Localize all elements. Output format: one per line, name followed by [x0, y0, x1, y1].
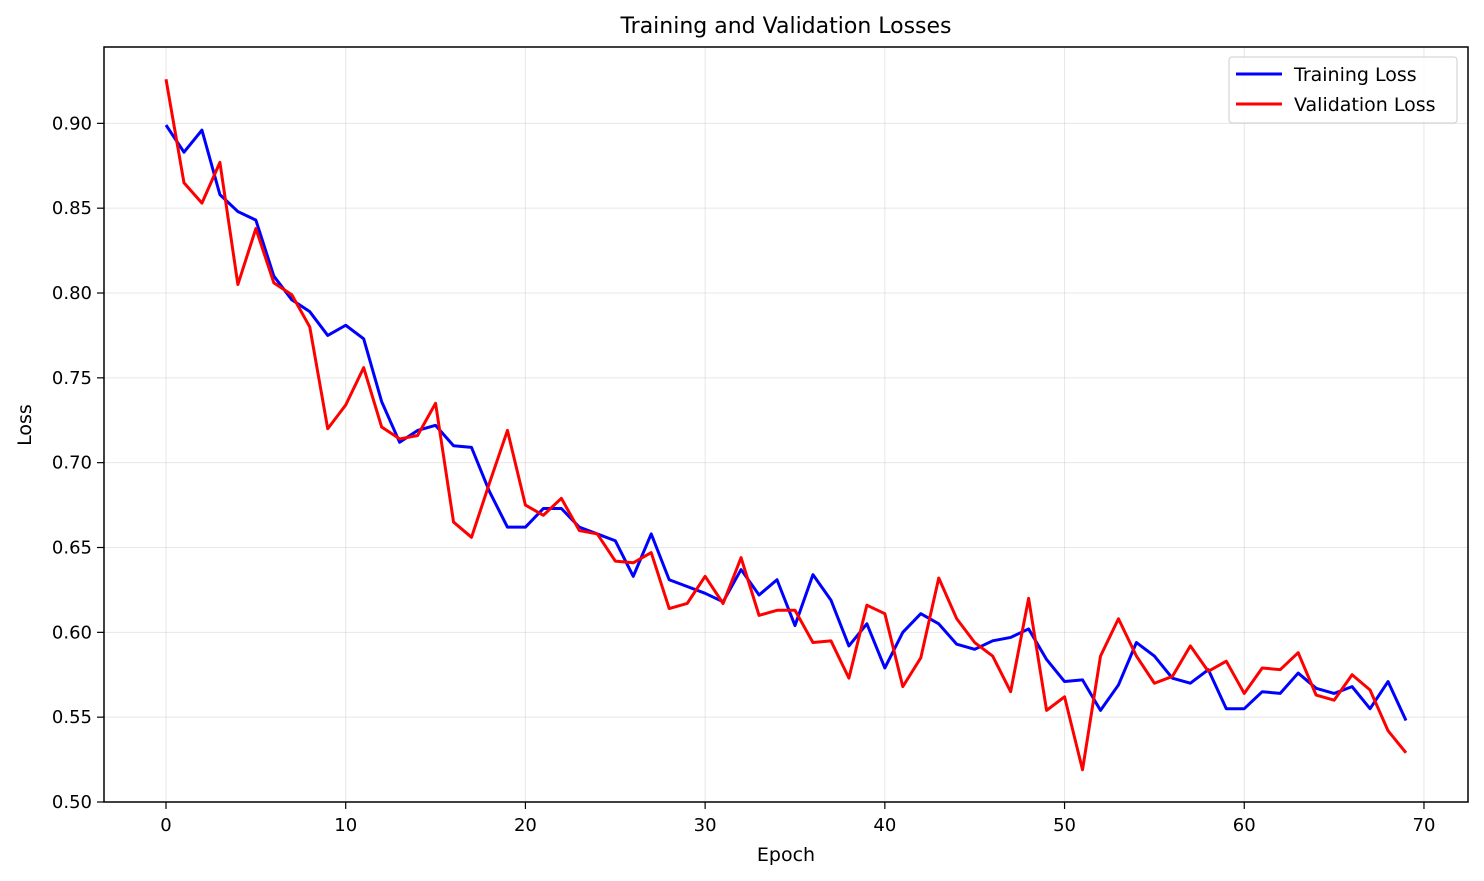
x-tick-label: 30 [694, 815, 717, 836]
validation-loss-line [164, 78, 1408, 772]
y-tick-label: 0.65 [52, 538, 92, 559]
y-tick-label: 0.80 [52, 283, 92, 304]
series-lines [164, 78, 1408, 772]
x-axis-label: Epoch [757, 844, 815, 866]
y-tick-label: 0.50 [52, 792, 92, 813]
y-tick-label: 0.90 [52, 113, 92, 134]
legend-label-training: Training Loss [1293, 64, 1417, 86]
legend: Training Loss Validation Loss [1228, 56, 1458, 124]
x-axis-ticks: 0 10 20 30 40 50 60 70 [160, 802, 1435, 836]
x-tick-label: 50 [1053, 815, 1076, 836]
x-tick-label: 40 [873, 815, 896, 836]
y-tick-label: 0.75 [52, 368, 92, 389]
plot-frame [103, 46, 1469, 803]
legend-box [1228, 56, 1458, 124]
x-tick-label: 20 [514, 815, 537, 836]
y-axis-ticks: 0.50 0.55 0.60 0.65 0.70 0.75 0.80 0.85 0.90 [52, 113, 104, 813]
training-loss-line [164, 124, 1408, 722]
y-tick-label: 0.60 [52, 622, 92, 643]
x-tick-label: 10 [334, 815, 357, 836]
y-axis-label: Loss [14, 404, 36, 446]
grid [104, 47, 1468, 803]
x-tick-label: 60 [1233, 815, 1256, 836]
x-tick-label: 70 [1413, 815, 1436, 836]
y-tick-label: 0.85 [52, 198, 92, 219]
x-tick-label: 0 [160, 815, 171, 836]
legend-label-validation: Validation Loss [1294, 94, 1436, 116]
chart-title: Training and Validation Losses [619, 14, 951, 39]
y-tick-label: 0.70 [52, 453, 92, 474]
y-tick-label: 0.55 [52, 707, 92, 728]
